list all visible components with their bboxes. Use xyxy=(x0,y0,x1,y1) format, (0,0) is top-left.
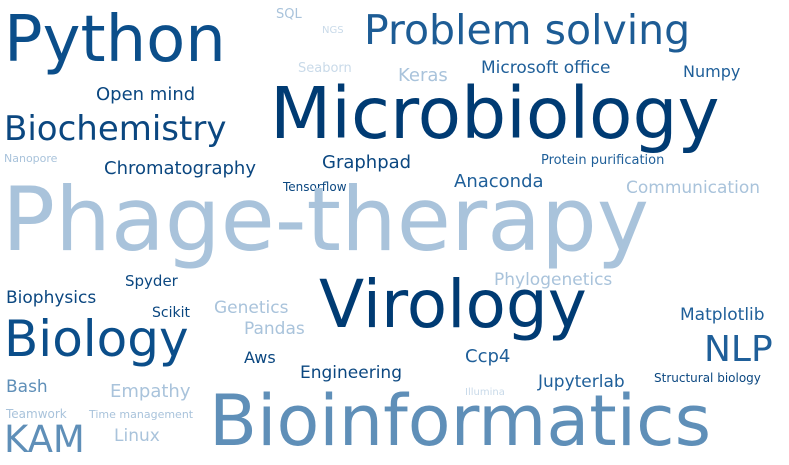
word-biophysics: Biophysics xyxy=(6,288,97,308)
word-illumina: Illumina xyxy=(465,387,505,398)
word-bioinformatics: Bioinformatics xyxy=(209,380,712,462)
word-spyder: Spyder xyxy=(125,272,178,290)
word-keras: Keras xyxy=(398,65,448,86)
word-time-management: Time management xyxy=(89,408,194,421)
word-microbiology: Microbiology xyxy=(270,72,720,155)
word-aws: Aws xyxy=(244,348,276,367)
word-teamwork: Teamwork xyxy=(6,407,67,421)
word-nlp: NLP xyxy=(704,329,773,370)
word-empathy: Empathy xyxy=(110,381,191,402)
word-phylogenetics: Phylogenetics xyxy=(494,270,613,290)
word-tensorflow: Tensorflow xyxy=(283,180,347,194)
word-python: Python xyxy=(4,3,226,77)
word-engineering: Engineering xyxy=(300,363,402,383)
word-phage-therapy: Phage-therapy xyxy=(2,168,649,271)
word-ngs: NGS xyxy=(322,25,344,36)
word-open-mind: Open mind xyxy=(96,84,196,105)
word-structural-biology: Structural biology xyxy=(654,371,761,385)
word-bash: Bash xyxy=(6,377,48,397)
word-ccp4: Ccp4 xyxy=(465,346,511,367)
word-graphpad: Graphpad xyxy=(322,152,412,173)
word-biochemistry: Biochemistry xyxy=(4,109,227,149)
word-jupyterlab: Jupyterlab xyxy=(538,372,625,392)
word-microsoft-office: Microsoft office xyxy=(481,58,611,78)
word-pandas: Pandas xyxy=(244,319,305,339)
word-scikit: Scikit xyxy=(152,305,190,321)
word-anaconda: Anaconda xyxy=(454,171,544,192)
word-numpy: Numpy xyxy=(683,62,741,81)
word-protein-purification: Protein purification xyxy=(541,153,665,168)
word-problem-solving: Problem solving xyxy=(364,6,691,54)
word-matplotlib: Matplotlib xyxy=(680,305,765,325)
word-linux: Linux xyxy=(114,426,160,446)
word-sql: SQL xyxy=(276,7,302,22)
word-chromatography: Chromatography xyxy=(104,158,256,179)
word-genetics: Genetics xyxy=(214,298,289,318)
word-virology: Virology xyxy=(319,266,587,343)
word-nanopore: Nanopore xyxy=(4,152,58,165)
word-biology: Biology xyxy=(4,310,189,368)
word-kam: KAM xyxy=(4,418,85,461)
word-seaborn: Seaborn xyxy=(298,61,352,76)
word-communication: Communication xyxy=(626,178,760,198)
